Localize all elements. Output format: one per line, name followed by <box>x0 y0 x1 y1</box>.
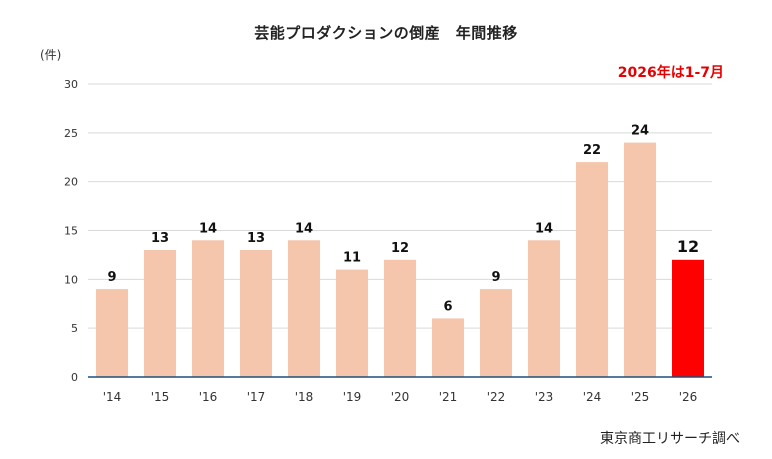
x-tick-label: '21 <box>439 390 458 404</box>
data-label: 14 <box>535 221 553 236</box>
x-tick-label: '15 <box>151 390 170 404</box>
data-label: 9 <box>491 270 500 285</box>
y-tick-label: 15 <box>64 225 78 238</box>
bar <box>336 269 368 377</box>
y-tick-label: 25 <box>64 127 78 140</box>
data-label: 24 <box>631 124 649 139</box>
x-tick-label: '25 <box>631 390 650 404</box>
bar <box>288 240 320 377</box>
source-label: 東京商工リサーチ調べ <box>600 431 740 447</box>
bar <box>432 318 464 377</box>
y-tick-label: 0 <box>71 371 78 384</box>
y-tick-label: 20 <box>64 176 78 189</box>
bar <box>384 259 416 377</box>
x-tick-label: '14 <box>103 390 122 404</box>
x-tick-label: '18 <box>295 390 314 404</box>
bar <box>240 250 272 377</box>
bar <box>528 240 560 377</box>
x-tick-label: '16 <box>199 390 218 404</box>
y-tick-label: 5 <box>71 322 78 335</box>
bar <box>192 240 224 377</box>
y-tick-label: 10 <box>64 273 78 286</box>
data-label: 11 <box>343 251 361 266</box>
data-label: 6 <box>443 299 452 314</box>
bar <box>480 289 512 377</box>
bar <box>96 289 128 377</box>
data-label: 22 <box>583 143 601 158</box>
bar <box>672 259 704 377</box>
x-tick-label: '24 <box>583 390 602 404</box>
period-note: 2026年は1-7月 <box>617 65 724 81</box>
x-tick-label: '23 <box>535 390 554 404</box>
bar <box>624 142 656 377</box>
data-label: 14 <box>295 221 313 236</box>
y-axis-unit: (件) <box>40 48 62 62</box>
x-tick-label: '17 <box>247 390 266 404</box>
data-label: 14 <box>199 221 217 236</box>
bar <box>576 162 608 377</box>
data-label: 12 <box>677 237 699 256</box>
x-tick-label: '26 <box>679 390 698 404</box>
data-label: 9 <box>107 270 116 285</box>
x-tick-label: '20 <box>391 390 410 404</box>
data-label: 13 <box>151 231 169 246</box>
x-tick-label: '22 <box>487 390 506 404</box>
data-label: 12 <box>391 241 409 256</box>
data-label: 13 <box>247 231 265 246</box>
x-tick-label: '19 <box>343 390 362 404</box>
chart-title: 芸能プロダクションの倒産 年間推移 <box>254 24 518 42</box>
bar <box>144 250 176 377</box>
y-tick-label: 30 <box>64 78 78 91</box>
